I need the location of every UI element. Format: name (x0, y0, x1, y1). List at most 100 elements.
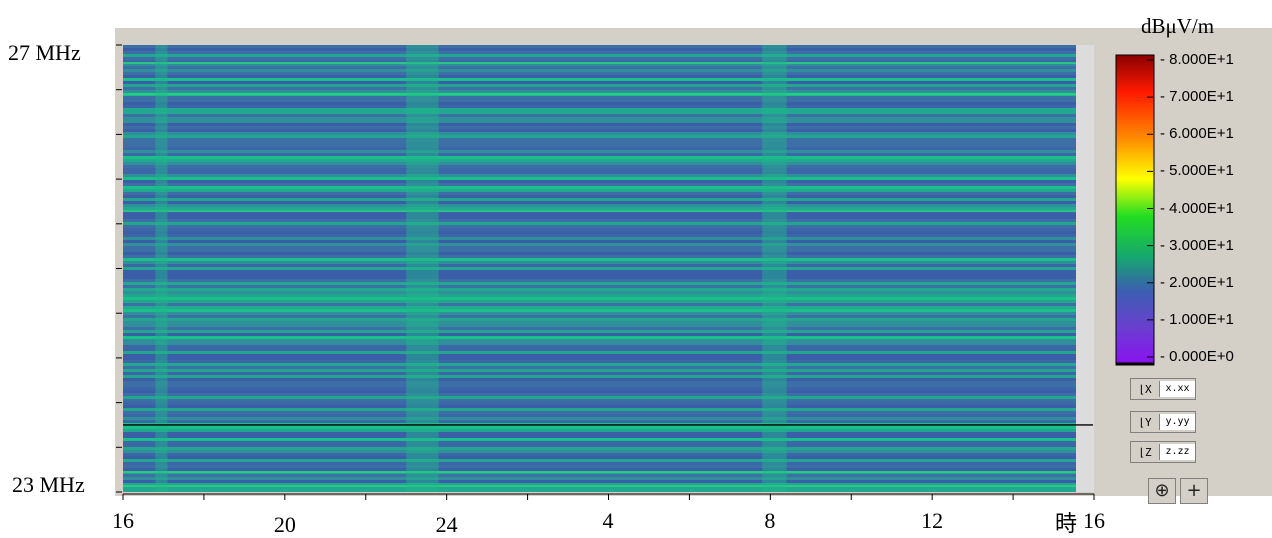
zoom-button[interactable]: ⊕ (1148, 478, 1176, 504)
y-label-top: 27 MHz (8, 40, 81, 65)
frequency-row (123, 384, 1076, 387)
colorbar-tick-label: - 3.000E+1 (1160, 236, 1234, 254)
frequency-row (123, 141, 1076, 144)
x-tick-label: 20 (273, 512, 296, 537)
frequency-row (123, 393, 1076, 396)
frequency-row (123, 168, 1076, 171)
right-scroll-strip (1076, 45, 1094, 492)
bright-time-band (406, 45, 439, 492)
frequency-row (123, 444, 1076, 447)
bright-time-band (155, 45, 168, 492)
frequency-row (123, 405, 1076, 408)
frequency-row (123, 282, 1076, 285)
x-axis-icon: ⌊X (1138, 382, 1152, 396)
frequency-row (123, 441, 1076, 444)
frequency-row (123, 120, 1076, 123)
frequency-row (123, 306, 1076, 309)
frequency-row (123, 291, 1076, 294)
frequency-row (123, 216, 1076, 219)
frequency-row (123, 171, 1076, 174)
bright-frequency-line (123, 485, 1076, 487)
frequency-row (123, 195, 1076, 198)
frequency-row (123, 348, 1076, 351)
frequency-row (123, 351, 1076, 354)
frequency-row (123, 135, 1076, 138)
frequency-row (123, 345, 1076, 348)
frequency-row (123, 231, 1076, 234)
frequency-row (123, 69, 1076, 72)
frequency-row (123, 252, 1076, 255)
frequency-row (123, 459, 1076, 462)
time-bands (155, 45, 787, 492)
frequency-row (123, 285, 1076, 288)
frequency-row (123, 411, 1076, 414)
frequency-row (123, 321, 1076, 324)
frequency-row (123, 414, 1076, 417)
frequency-row (123, 438, 1076, 441)
frequency-row (123, 99, 1076, 102)
frequency-row (123, 432, 1076, 435)
crosshair-button[interactable]: + (1180, 478, 1208, 504)
frequency-row (123, 450, 1076, 453)
frequency-row (123, 237, 1076, 240)
frequency-row (123, 435, 1076, 438)
frequency-row (123, 303, 1076, 306)
bright-frequency-line (123, 93, 1076, 95)
frequency-row (123, 366, 1076, 369)
frequency-row (123, 360, 1076, 363)
frequency-row (123, 105, 1076, 108)
frequency-row (123, 72, 1076, 75)
frequency-row (123, 357, 1076, 360)
frequency-row (123, 264, 1076, 267)
frequency-row (123, 324, 1076, 327)
frequency-row (123, 90, 1076, 93)
frequency-row (123, 75, 1076, 78)
frequency-row (123, 213, 1076, 216)
x-tick-label: 8 (764, 508, 776, 533)
crosshair-icon: + (1186, 480, 1202, 501)
frequency-row (123, 147, 1076, 150)
frequency-row (123, 234, 1076, 237)
frequency-row (123, 183, 1076, 186)
x-axis-format-button[interactable]: ⌊X x.xx (1130, 378, 1196, 400)
frequency-row (123, 267, 1076, 270)
frequency-row (123, 333, 1076, 336)
frequency-row (123, 129, 1076, 132)
frequency-row (123, 378, 1076, 381)
frequency-row (123, 429, 1076, 432)
frequency-row (123, 204, 1076, 207)
y-axis-format-button[interactable]: ⌊Y y.yy (1130, 411, 1196, 433)
frequency-row (123, 57, 1076, 60)
frequency-row (123, 63, 1076, 66)
frequency-rows (123, 45, 1076, 492)
frequency-row (123, 270, 1076, 273)
frequency-row (123, 372, 1076, 375)
frequency-row (123, 342, 1076, 345)
x-axis-ticks (122, 494, 1095, 500)
frequency-row (123, 258, 1076, 261)
frequency-row (123, 387, 1076, 390)
frequency-row (123, 54, 1076, 57)
frequency-row (123, 276, 1076, 279)
frequency-row (123, 462, 1076, 465)
z-axis-format-button[interactable]: ⌊Z z.zz (1130, 441, 1196, 463)
colorbar (1115, 54, 1155, 366)
colorbar-tick-label: - 1.000E+1 (1160, 310, 1234, 328)
frequency-row (123, 111, 1076, 114)
frequency-row (123, 96, 1076, 99)
frequency-row (123, 339, 1076, 342)
frequency-row (123, 399, 1076, 402)
x-tick-label: 16 (1083, 508, 1105, 533)
colorbar-tick-label: - 6.000E+1 (1160, 125, 1234, 143)
frequency-row (123, 177, 1076, 180)
bright-frequency-line (123, 62, 1076, 64)
frequency-row (123, 417, 1076, 420)
frequency-row (123, 186, 1076, 189)
colorbar-tick-label: - 4.000E+1 (1160, 199, 1234, 217)
frequency-row (123, 174, 1076, 177)
z-axis-format-label: z.zz (1159, 444, 1195, 460)
frequency-row (123, 453, 1076, 456)
frequency-row (123, 144, 1076, 147)
frequency-row (123, 255, 1076, 258)
